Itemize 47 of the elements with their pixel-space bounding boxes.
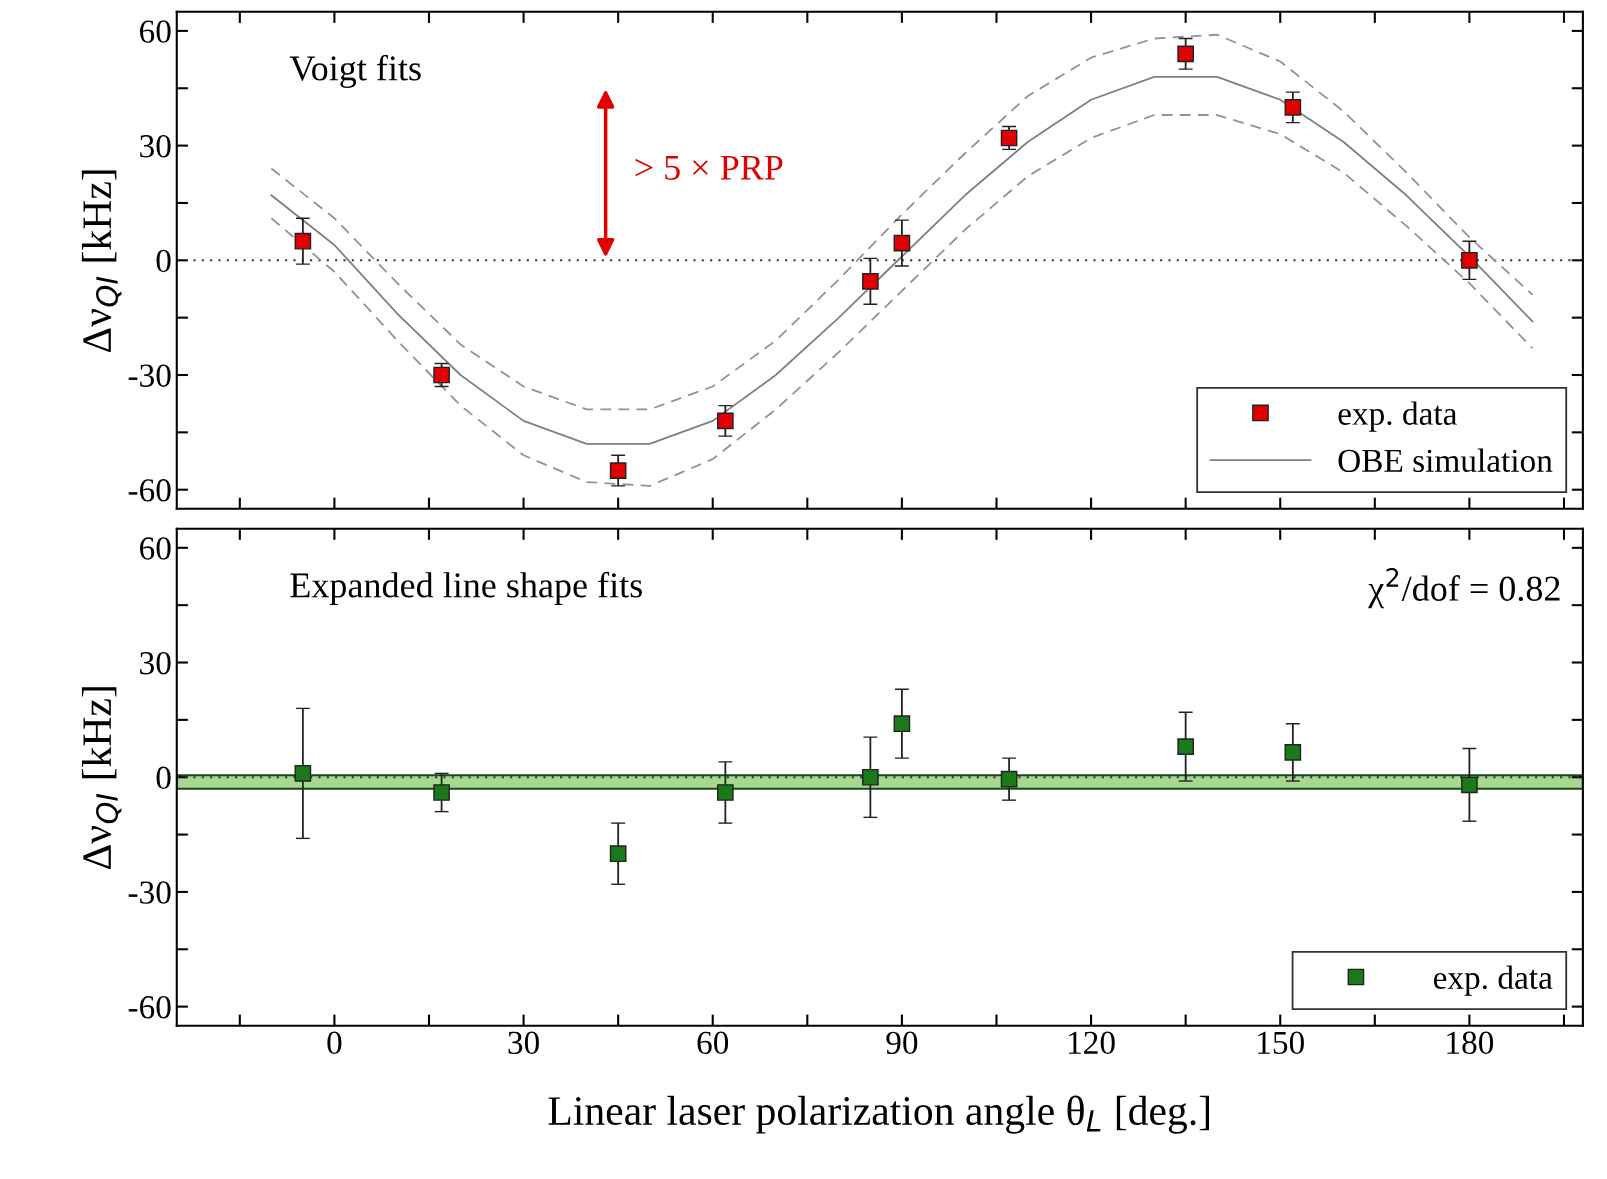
point bbox=[862, 272, 879, 290]
x-tick-label: 30 bbox=[508, 1031, 539, 1055]
point bbox=[433, 366, 450, 384]
point bbox=[1461, 251, 1478, 269]
legend-label: exp. data bbox=[1338, 401, 1458, 432]
y-tick-label: 0 bbox=[156, 766, 171, 790]
point bbox=[1000, 129, 1018, 147]
point bbox=[717, 784, 734, 801]
point bbox=[294, 765, 312, 782]
point bbox=[433, 784, 450, 801]
x-tick-label: 0 bbox=[327, 1031, 342, 1055]
legend-label: OBE simulation bbox=[1338, 448, 1553, 473]
legend-label: exp. data bbox=[1433, 965, 1553, 996]
point bbox=[862, 768, 879, 786]
y-axis-title: Δν$_{QI}$ [kHz] bbox=[81, 170, 122, 353]
point bbox=[1461, 776, 1478, 794]
x-tick-label: 90 bbox=[886, 1031, 918, 1055]
y-tick-label: 30 bbox=[140, 651, 171, 675]
y-tick-label: -60 bbox=[128, 479, 171, 502]
y-tick-label: 60 bbox=[140, 20, 171, 43]
point bbox=[1177, 738, 1194, 755]
annotation: Voigt fits bbox=[289, 54, 421, 89]
x-axis-title: Linear laser polarization angle θ$_{L}$ [deg.] bbox=[548, 1095, 1209, 1134]
point bbox=[893, 234, 911, 252]
annotation: Expanded line shape fits bbox=[290, 571, 642, 605]
y-tick-label: 60 bbox=[140, 537, 171, 560]
x-tick-label: 60 bbox=[697, 1031, 729, 1055]
y-tick-label: -30 bbox=[128, 364, 171, 387]
y-tick-label: -60 bbox=[128, 996, 171, 1019]
y-tick-label: -30 bbox=[128, 881, 171, 904]
point bbox=[1000, 770, 1018, 788]
annotation: > 5 × PRP bbox=[635, 155, 783, 180]
y-axis-title: Δν$_{QI}$ [kHz] bbox=[81, 687, 122, 869]
point bbox=[609, 462, 627, 479]
x-tick-label: 150 bbox=[1258, 1031, 1304, 1055]
y-tick-label: 30 bbox=[140, 135, 171, 158]
point bbox=[1177, 45, 1194, 63]
annotation: χ$^{2}$/dof = 0.82 bbox=[1368, 567, 1560, 609]
point bbox=[1284, 99, 1302, 116]
y-tick-label: 0 bbox=[156, 249, 171, 273]
point bbox=[294, 232, 312, 250]
x-tick-label: 180 bbox=[1447, 1031, 1494, 1055]
point bbox=[893, 715, 911, 733]
point bbox=[717, 412, 734, 430]
point bbox=[1284, 744, 1302, 761]
point bbox=[609, 845, 627, 863]
x-tick-label: 120 bbox=[1069, 1031, 1115, 1055]
